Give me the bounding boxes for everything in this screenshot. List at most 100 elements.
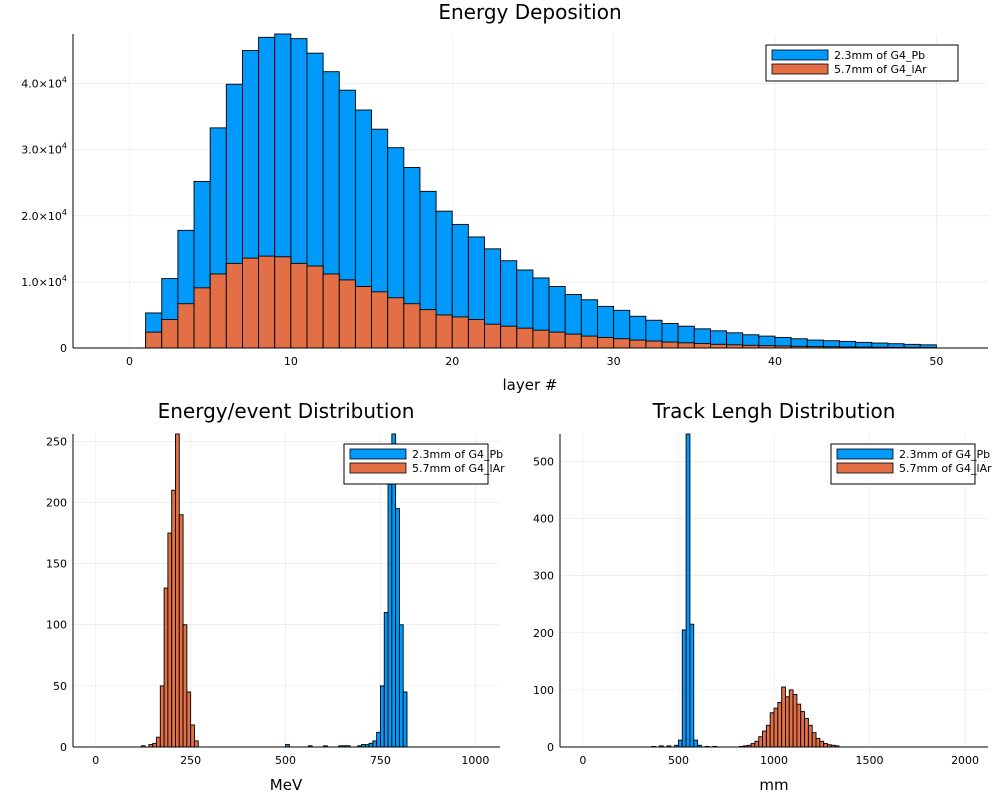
x-tick-label: 500 xyxy=(668,754,689,767)
histogram-bar xyxy=(209,273,227,349)
x-axis-label: layer # xyxy=(503,376,558,394)
histogram-bar xyxy=(379,685,385,748)
legend-swatch xyxy=(349,448,407,460)
histogram-bar xyxy=(338,279,356,349)
histogram-bar xyxy=(395,508,400,748)
legend-label: 2.3mm of G4_Pb xyxy=(412,448,503,461)
x-tick-label: 0 xyxy=(579,754,586,767)
histogram-bar xyxy=(769,712,775,748)
histogram-bar xyxy=(804,717,809,748)
histogram-bar xyxy=(161,319,179,349)
legend-swatch xyxy=(771,63,829,75)
y-tick-label: 2.0×104 xyxy=(21,208,67,223)
legend-swatch xyxy=(771,49,829,61)
histogram-bar xyxy=(152,742,157,748)
x-tick-label: 1500 xyxy=(856,754,884,767)
histogram-bar xyxy=(167,532,173,748)
panel-energy-event-distribution: Energy/event Distribution MeV 0 250 500 750… xyxy=(46,399,505,794)
histogram-bar xyxy=(190,724,195,748)
y-tick-label: 0 xyxy=(60,342,67,355)
histogram-bar xyxy=(678,739,683,748)
histogram-bar xyxy=(435,314,453,349)
histogram-bar xyxy=(484,323,502,349)
histogram-bar xyxy=(354,286,372,349)
x-axis-label: mm xyxy=(759,776,788,794)
y-tick-label: 100 xyxy=(533,684,554,697)
histogram-bar xyxy=(398,624,404,748)
x-tick-label: 2000 xyxy=(951,754,979,767)
y-tick-label: 200 xyxy=(533,627,554,640)
histogram-bar xyxy=(156,736,161,748)
y-tick-label: 4.0×104 xyxy=(21,76,67,91)
panel-track-length-distribution: Track Lengh Distribution mm 0 500 1000 1500… xyxy=(533,399,992,794)
x-tick-label: 1000 xyxy=(461,754,489,767)
histogram-bar xyxy=(777,701,783,748)
y-tick-label: 250 xyxy=(46,435,67,448)
histogram-bar xyxy=(597,336,615,349)
histogram-bar xyxy=(580,335,598,349)
histogram-bar xyxy=(372,740,378,748)
x-tick-label: 500 xyxy=(275,754,296,767)
histogram-bar xyxy=(383,612,389,748)
histogram-bar xyxy=(193,287,211,349)
histogram-bar xyxy=(792,694,798,748)
histogram-bar xyxy=(403,303,421,349)
x-tick-label: 1000 xyxy=(760,754,788,767)
y-tick-label: 200 xyxy=(46,496,67,509)
histogram-bar xyxy=(750,743,756,748)
histogram-bar xyxy=(800,711,806,748)
legend-label: 5.7mm of G4_lAr xyxy=(834,63,927,76)
x-tick-label: 750 xyxy=(370,754,391,767)
histogram-bar xyxy=(258,255,276,349)
histogram-bar xyxy=(177,303,195,349)
histogram-bar xyxy=(274,256,292,349)
histogram-bar xyxy=(548,331,566,349)
x-tick-label: 30 xyxy=(607,355,621,368)
histogram-bar xyxy=(754,740,760,748)
histogram-bar xyxy=(376,731,381,748)
histogram-bar xyxy=(819,740,825,748)
histogram-bar xyxy=(402,691,408,748)
y-tick-label: 0 xyxy=(60,741,67,754)
y-tick-label: 1.0×104 xyxy=(21,274,67,289)
legend-label: 2.3mm of G4_Pb xyxy=(899,448,990,461)
x-tick-label: 50 xyxy=(929,355,943,368)
x-tick-label: 10 xyxy=(284,355,298,368)
histogram-bar xyxy=(290,262,308,349)
y-tick-label: 3.0×104 xyxy=(21,142,67,157)
x-tick-label: 0 xyxy=(92,754,99,767)
histogram-bar xyxy=(564,333,582,349)
chart-title: Energy Deposition xyxy=(438,0,621,24)
histogram-bar xyxy=(613,338,631,349)
histogram-bar xyxy=(322,273,340,349)
y-tick-label: 150 xyxy=(46,558,67,571)
y-tick-label: 100 xyxy=(46,619,67,632)
histogram-bar xyxy=(681,629,687,748)
x-tick-label: 20 xyxy=(445,355,459,368)
histogram-bar xyxy=(241,257,260,349)
histogram-bar xyxy=(773,707,779,748)
histogram-bar xyxy=(629,339,647,349)
histogram-bar xyxy=(762,730,767,748)
histogram-bar xyxy=(175,433,180,748)
histogram-bar xyxy=(811,732,817,748)
histogram-bar xyxy=(693,343,711,349)
histogram-bar xyxy=(823,743,828,748)
histogram-bar xyxy=(796,703,802,748)
legend-label: 5.7mm of G4_lAr xyxy=(412,462,505,475)
y-tick-label: 300 xyxy=(533,570,554,583)
histogram-bar xyxy=(532,329,550,349)
histogram-bar xyxy=(145,331,163,349)
histogram-bar xyxy=(758,736,763,748)
x-axis-label: MeV xyxy=(270,776,303,794)
histogram-bar xyxy=(225,262,243,349)
histogram-bar xyxy=(516,327,534,349)
histogram-bar xyxy=(677,342,695,349)
histogram-bar xyxy=(451,316,469,349)
y-tick-label: 50 xyxy=(53,680,67,693)
legend-label: 5.7mm of G4_lAr xyxy=(899,462,992,475)
legend-swatch xyxy=(836,448,894,460)
panel-energy-deposition: Energy Deposition layer # 0 10 20 30 40 50 0 1.… xyxy=(21,0,988,394)
histogram-bar xyxy=(785,696,790,748)
histogram-bar xyxy=(781,686,786,748)
